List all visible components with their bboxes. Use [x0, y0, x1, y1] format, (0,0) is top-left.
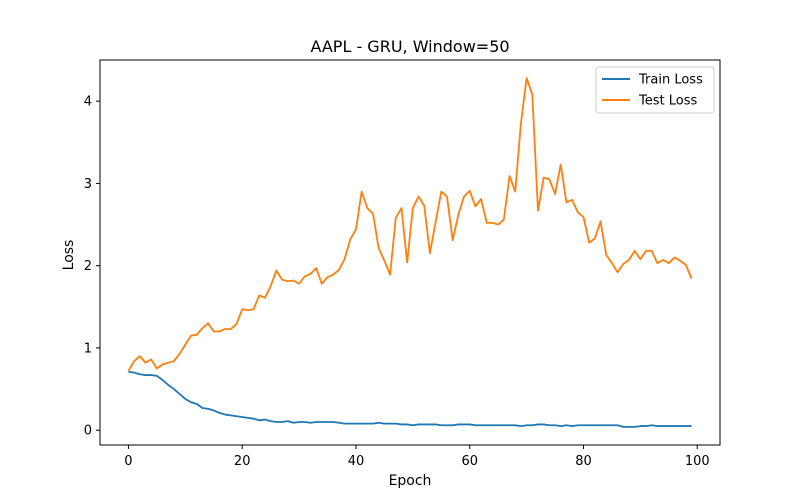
series-line-train-loss	[128, 370, 692, 428]
y-tick-label: 0	[84, 424, 92, 439]
y-tick-label: 1	[84, 341, 92, 356]
series-line-test-loss	[127, 77, 693, 372]
series-layer	[127, 77, 693, 428]
y-tick-label: 2	[84, 259, 92, 274]
y-tick-label: 3	[84, 177, 92, 192]
x-axis-label: Epoch	[389, 473, 432, 489]
y-tick-label: 4	[84, 95, 92, 110]
chart-title: AAPL - GRU, Window=50	[310, 37, 509, 56]
x-tick-label: 40	[348, 454, 365, 469]
y-axis-label: Loss	[61, 240, 77, 271]
x-tick-label: 20	[234, 454, 251, 469]
x-tick-label: 80	[575, 454, 592, 469]
legend: Train Loss Test Loss	[595, 66, 715, 114]
axes: 0 20 40 60 80 100 0 1 2 3 4	[84, 59, 721, 469]
x-tick-label: 60	[461, 454, 478, 469]
legend-label-test-loss: Test Loss	[638, 94, 697, 109]
plot-area	[100, 60, 720, 445]
x-tick-label: 0	[124, 454, 132, 469]
legend-label-train-loss: Train Loss	[638, 73, 703, 88]
x-tick-label: 100	[685, 454, 710, 469]
axes-frame	[99, 59, 721, 446]
plot-background	[100, 60, 720, 445]
